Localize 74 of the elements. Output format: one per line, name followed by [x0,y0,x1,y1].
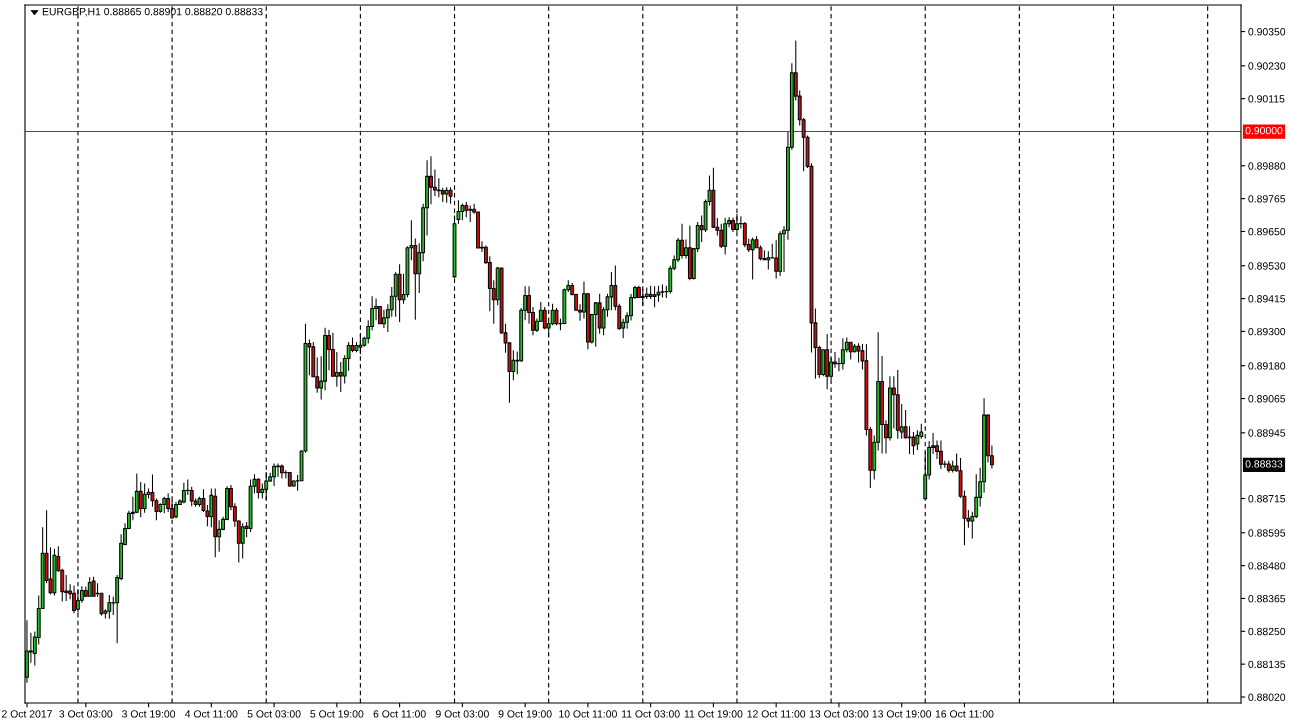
candlestick [444,186,449,204]
candlestick [680,223,684,260]
candlestick [287,471,292,488]
y-tick-label: 0.89300 [1248,327,1286,336]
x-tick-label: 13 Oct 19:00 [872,710,932,718]
candlestick [848,341,853,360]
candlestick [652,285,657,308]
candlestick [107,594,112,620]
y-tick-label: 0.88365 [1248,594,1286,603]
y-tick-label: 0.88595 [1248,529,1286,537]
y-tick-label: 0.89765 [1248,195,1286,203]
y-tick-label: 0.88945 [1248,429,1286,437]
candlestick [946,460,951,474]
x-tick-label: 5 Oct 19:00 [310,710,364,718]
y-tick-label: 0.89530 [1248,262,1286,270]
x-tick-label: 6 Oct 11:00 [373,710,426,718]
y-tick-label: 0.89065 [1248,395,1286,403]
candlestick [280,464,284,480]
y-tick-label: 0.89650 [1248,227,1286,236]
candlestick [272,462,277,487]
x-tick-label: 5 Oct 03:00 [247,710,301,718]
x-tick-label: 9 Oct 19:00 [498,710,552,718]
y-tick-label: 0.89880 [1248,162,1286,170]
candlestick [213,488,218,558]
candlestick [731,217,735,233]
candlestick [174,501,178,520]
candlestick [778,230,783,277]
candlestick [87,576,92,598]
x-tick-label: 16 Oct 11:00 [935,710,994,718]
candlestick [397,263,402,323]
candlestick [72,585,76,614]
candlestick [723,217,728,256]
x-tick-label: 4 Oct 11:00 [185,710,238,718]
candlestick [256,477,261,500]
y-tick-label: 0.90350 [1248,28,1286,36]
y-tick-label: 0.88480 [1248,562,1286,570]
candlestick [750,236,755,280]
chart-title: EURGBP,H1 0.88865 0.88901 0.88820 0.88833 [42,7,263,17]
y-tick-label: 0.89180 [1248,362,1286,370]
y-tick-label: 0.90230 [1248,62,1286,70]
candlestick [240,522,245,560]
candlestick [460,203,465,221]
x-tick-label: 9 Oct 03:00 [435,710,489,718]
candlestick [660,284,665,298]
candlestick [52,548,57,597]
candlestick [840,337,845,370]
candlestick [938,440,943,470]
candlestick [656,285,661,303]
x-tick-label: 11 Oct 03:00 [622,710,680,718]
x-tick-label: 2 Oct 2017 [2,710,52,718]
x-tick-label: 3 Oct 19:00 [122,710,176,718]
candlestick [895,369,900,440]
candlestick [248,478,253,533]
x-tick-label: 11 Oct 19:00 [684,710,743,718]
candlestick [464,201,469,218]
candlestick [181,482,186,504]
candlestick [91,576,96,598]
x-tick-label: 10 Oct 11:00 [559,710,617,718]
y-tick-label: 0.89415 [1248,295,1286,303]
y-tick-label: 0.88250 [1248,627,1286,636]
candlestick [468,204,473,223]
candlestick [554,307,559,326]
x-tick-label: 13 Oct 03:00 [809,710,869,718]
y-tick-label: 0.88020 [1248,693,1286,701]
annotation: 0.88833 [1245,460,1283,468]
y-tick-label: 0.88135 [1248,660,1286,669]
x-tick-label: 3 Oct 03:00 [59,710,113,718]
y-tick-label: 0.90115 [1248,95,1285,103]
candlestick [687,224,692,281]
x-tick-label: 12 Oct 11:00 [747,710,806,718]
y-tick-label: 0.88715 [1248,495,1286,503]
candlestick [142,482,147,514]
candlestick [162,496,167,514]
ref-line-label: 0.90000 [1245,126,1283,135]
